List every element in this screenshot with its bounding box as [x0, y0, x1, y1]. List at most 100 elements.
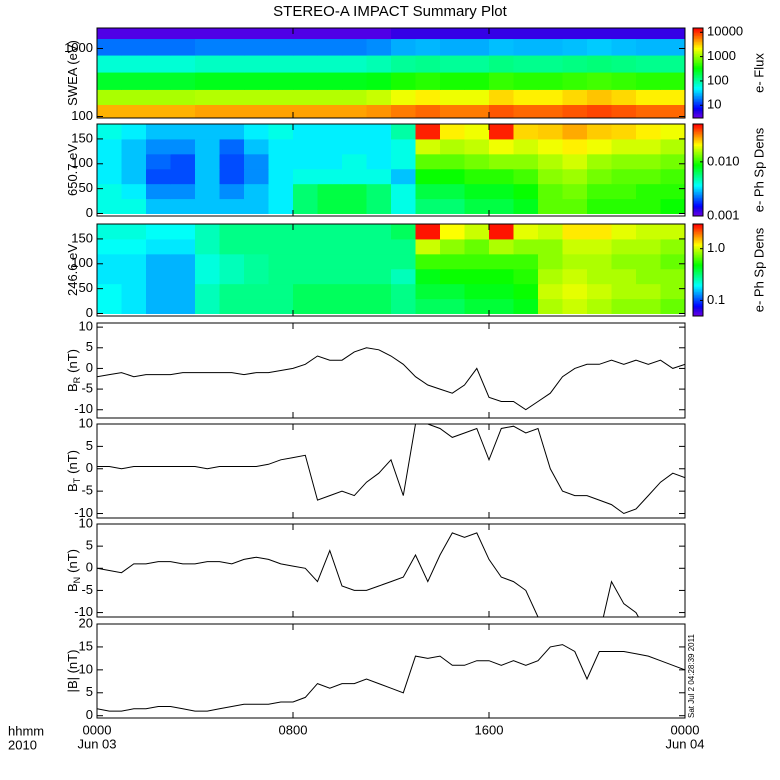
- colorbar-swatch: [693, 140, 703, 143]
- heatmap-cell: [268, 124, 294, 140]
- heatmap-cell: [219, 89, 245, 106]
- heatmap-cell: [415, 283, 441, 300]
- heatmap-cell: [464, 253, 490, 270]
- heatmap-cell: [195, 183, 220, 200]
- colorbar-swatch: [693, 312, 703, 315]
- heatmap-cell: [660, 198, 685, 215]
- heatmap-cell: [660, 72, 685, 90]
- colorbar-swatch: [693, 38, 703, 41]
- y-axis-label-part: (nT): [65, 549, 80, 573]
- heatmap-cell: [562, 124, 588, 140]
- heatmap-cell: [293, 55, 318, 73]
- colorbar-swatch: [693, 100, 703, 102]
- y-tick-label: -5: [81, 381, 93, 396]
- heatmap-cell: [538, 183, 563, 200]
- y-axis-label: 650.7 eV: [65, 144, 80, 196]
- colorbar-swatch: [693, 46, 703, 48]
- heatmap-cell: [562, 72, 588, 90]
- heatmap-cell: [219, 28, 245, 40]
- colorbar-swatch: [693, 253, 703, 256]
- y-tick-label: 1000: [64, 40, 93, 55]
- heatmap-cell: [587, 183, 612, 200]
- heatmap-cell: [317, 224, 343, 240]
- y-axis-label-part: R: [72, 376, 82, 383]
- heatmap-cell: [366, 28, 392, 40]
- colorbar-swatch: [693, 191, 703, 194]
- heatmap-cell: [611, 198, 637, 215]
- heatmap-cell: [97, 72, 122, 90]
- colorbar-swatch: [693, 296, 703, 299]
- heatmap-cell: [293, 28, 318, 40]
- timestamp: Sat Jul 2 04:28:39 2011: [687, 634, 696, 718]
- y-axis-label: 246.6 eV: [65, 244, 80, 296]
- heatmap-cell: [146, 55, 171, 73]
- y-axis-label-part: (nT): [65, 349, 80, 373]
- heatmap-cell: [244, 89, 269, 106]
- heatmap-cell: [268, 198, 294, 215]
- colorbar-swatch: [693, 40, 703, 42]
- heatmap-cell: [146, 153, 171, 170]
- colorbar-swatch: [693, 130, 703, 133]
- heatmap-cell: [587, 224, 612, 240]
- heatmap-cell: [170, 198, 196, 215]
- heatmap-cell: [97, 298, 122, 315]
- heatmap-cell: [195, 238, 220, 255]
- colorbar-swatch: [693, 270, 703, 273]
- heatmap-cell: [587, 55, 612, 73]
- heatmap-cell: [611, 183, 637, 200]
- heatmap-cell: [121, 28, 147, 40]
- panel-line: [97, 644, 685, 712]
- heatmap-cell: [342, 28, 367, 40]
- colorbar-swatch: [693, 266, 703, 269]
- heatmap-cell: [660, 168, 685, 185]
- heatmap-cell: [342, 124, 367, 140]
- heatmap-cell: [97, 198, 122, 215]
- heatmap-cell: [636, 38, 661, 56]
- heatmap-cell: [244, 55, 269, 73]
- colorbar-swatch: [693, 237, 703, 240]
- colorbar-tick-label: 1000: [707, 48, 736, 63]
- colorbar-swatch: [693, 136, 703, 139]
- heatmap-cell: [660, 283, 685, 300]
- heatmap-cell: [660, 183, 685, 200]
- heatmap-cell: [170, 183, 196, 200]
- heatmap-cell: [660, 104, 685, 118]
- heatmap-cell: [293, 298, 318, 315]
- line-series: [97, 424, 685, 515]
- heatmap-cell: [611, 138, 637, 155]
- colorbar-swatch: [693, 86, 703, 89]
- heatmap-cell: [660, 268, 685, 285]
- heatmap-cell: [195, 283, 220, 300]
- colorbar-swatch: [693, 47, 703, 50]
- heatmap-cell: [146, 38, 171, 56]
- heatmap-cell: [464, 283, 490, 300]
- heatmap-cell: [587, 72, 612, 90]
- y-tick-label: 150: [71, 130, 93, 145]
- heatmap-cell: [244, 238, 269, 255]
- heatmap-cell: [170, 72, 196, 90]
- heatmap-cell: [587, 298, 612, 315]
- colorbar-swatch: [693, 174, 703, 177]
- colorbar-swatch: [693, 49, 703, 51]
- colorbar-swatch: [693, 115, 703, 117]
- y-tick-label: 5: [86, 538, 93, 553]
- heatmap-cell: [513, 183, 539, 200]
- heatmap-cell: [170, 168, 196, 185]
- heatmap-cell: [317, 168, 343, 185]
- heatmap-cell: [562, 55, 588, 73]
- heatmap-cell: [415, 72, 441, 90]
- heatmap-cell: [440, 224, 465, 240]
- heatmap-cell: [611, 38, 637, 56]
- heatmap-cell: [195, 168, 220, 185]
- colorbar-swatch: [693, 183, 703, 186]
- colorbar-swatch: [693, 153, 703, 156]
- heatmap-cell: [489, 28, 514, 40]
- heatmap-cell: [513, 238, 539, 255]
- heatmap-cell: [513, 268, 539, 285]
- colorbar-swatch: [693, 41, 703, 44]
- heatmap-cell: [268, 168, 294, 185]
- colorbar-swatch: [693, 194, 703, 197]
- heatmap-cell: [391, 28, 416, 40]
- colorbar-swatch: [693, 247, 703, 250]
- heatmap-cell: [219, 298, 245, 315]
